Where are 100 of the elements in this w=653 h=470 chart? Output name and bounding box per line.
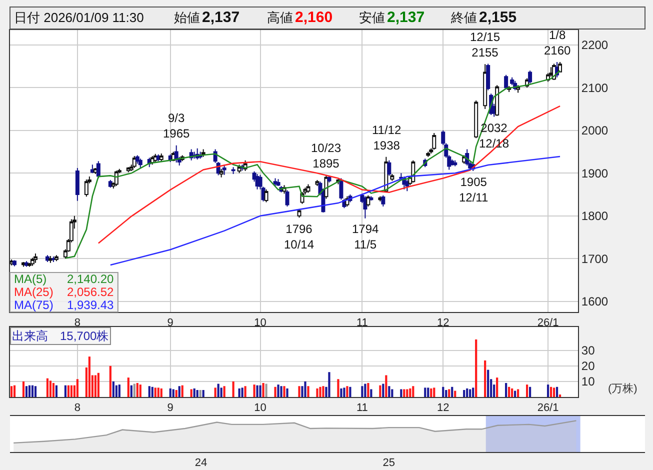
y-axis-title: (万株) <box>608 382 638 395</box>
x-tick-label: 24 <box>194 457 208 470</box>
candlestick <box>33 252 38 264</box>
annotation: 1/8 2160 <box>544 28 572 58</box>
bar <box>409 388 412 397</box>
bar <box>154 388 156 397</box>
bar <box>466 388 468 397</box>
bar <box>139 384 142 397</box>
bar <box>280 386 282 397</box>
bar <box>505 383 508 397</box>
bar <box>202 390 204 397</box>
bar <box>370 389 372 397</box>
candlestick <box>453 160 458 167</box>
candlestick <box>273 178 278 186</box>
candlestick <box>174 144 178 163</box>
bar <box>262 383 264 397</box>
candlestick <box>138 158 142 169</box>
bar <box>442 386 444 397</box>
bar <box>406 389 408 397</box>
bar <box>274 386 276 397</box>
bar <box>133 384 136 397</box>
bar <box>550 386 552 397</box>
bar <box>454 390 456 397</box>
x-tick-label: 9 <box>167 317 174 330</box>
bar <box>148 386 150 397</box>
x-tick-label: 9 <box>167 402 174 414</box>
bar <box>508 386 510 397</box>
bar <box>31 385 34 397</box>
annotation: 2,056.52 <box>67 285 114 299</box>
bar <box>193 388 196 397</box>
candlestick <box>405 179 410 192</box>
bar <box>253 384 256 397</box>
bar <box>304 381 306 397</box>
candlestick <box>315 179 320 186</box>
bar <box>169 388 172 397</box>
bar <box>552 388 556 397</box>
bar <box>136 383 138 397</box>
bar <box>130 385 132 397</box>
annotation: 1794 11/5 <box>352 222 380 252</box>
text: 終値 <box>450 10 477 25</box>
bar <box>484 360 486 397</box>
bar <box>178 386 180 397</box>
bar <box>76 379 78 397</box>
bar <box>322 386 324 397</box>
text: 安値 <box>359 10 385 25</box>
bar <box>67 385 70 397</box>
bar <box>388 386 390 397</box>
y-tick-label: 1600 <box>581 294 608 309</box>
text: MA(25) <box>14 285 54 299</box>
bar <box>319 386 322 397</box>
bar <box>52 383 55 397</box>
bar <box>172 389 174 397</box>
candlestick <box>306 184 310 194</box>
candlestick <box>90 164 94 174</box>
bar <box>391 389 394 397</box>
text: 2,137 <box>387 9 425 26</box>
bar <box>556 386 558 397</box>
bar <box>115 385 118 397</box>
candlestick <box>51 256 56 263</box>
bar <box>283 386 286 397</box>
bar <box>448 389 450 397</box>
bar <box>217 384 220 397</box>
bar <box>256 385 258 397</box>
candlestick <box>426 151 430 158</box>
bar <box>160 388 162 397</box>
bar <box>88 356 90 397</box>
candlestick <box>135 154 140 164</box>
bar <box>25 386 28 397</box>
text: 高値 <box>267 10 293 25</box>
bar <box>70 385 72 397</box>
bar <box>385 375 388 397</box>
bar <box>367 383 370 397</box>
bar <box>400 389 402 397</box>
bar <box>382 384 384 397</box>
bar <box>190 389 192 397</box>
candlestick <box>504 74 508 90</box>
text: 2,155 <box>479 9 517 26</box>
x-tick-label: 11 <box>356 317 368 330</box>
bar <box>196 390 198 397</box>
candlestick <box>495 84 500 116</box>
bar <box>451 386 454 397</box>
x-tick-label: 8 <box>74 402 81 414</box>
y-tick-label: 20 <box>581 359 596 374</box>
line-series <box>110 156 561 266</box>
text: 2,137 <box>202 9 240 26</box>
bar <box>526 384 528 397</box>
bar <box>46 378 49 397</box>
bar <box>28 385 31 397</box>
bar <box>430 388 432 397</box>
x-tick-label: 11 <box>356 402 368 414</box>
bar <box>55 385 58 397</box>
bar <box>298 386 300 397</box>
candlestick <box>231 166 236 174</box>
y-tick-label: 1700 <box>581 252 608 266</box>
bar <box>528 386 532 397</box>
candlestick <box>369 196 374 201</box>
text: 始値 <box>174 10 200 25</box>
bar <box>109 366 112 397</box>
annotation: 2,140.20 <box>67 272 114 286</box>
bar <box>34 386 37 397</box>
